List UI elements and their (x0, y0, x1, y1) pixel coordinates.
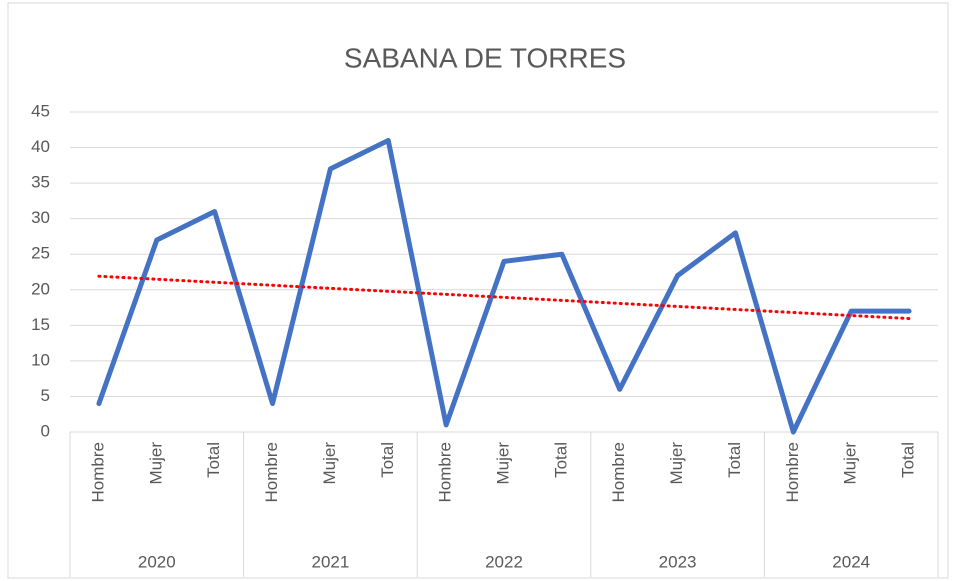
group-label: 2024 (832, 552, 870, 571)
x-tick-label: Hombre (88, 442, 107, 502)
y-tick-label: 15 (31, 315, 50, 334)
x-tick-label: Mujer (320, 442, 339, 485)
x-tick-label: Mujer (667, 442, 686, 485)
x-tick-label: Mujer (146, 442, 165, 485)
x-tick-label: Hombre (609, 442, 628, 502)
y-tick-label: 45 (31, 101, 50, 120)
x-tick-label: Total (204, 442, 223, 478)
chart-border (7, 2, 949, 579)
y-tick-label: 10 (31, 350, 50, 369)
group-label: 2021 (311, 552, 349, 571)
group-label: 2023 (659, 552, 697, 571)
group-label: 2020 (138, 552, 176, 571)
y-tick-label: 0 (41, 421, 50, 440)
x-tick-label: Mujer (493, 442, 512, 485)
line-series (96, 137, 912, 435)
y-tick-label: 20 (31, 279, 50, 298)
x-tick-label: Total (378, 442, 397, 478)
x-tick-label: Mujer (841, 442, 860, 485)
x-tick-label: Hombre (436, 442, 455, 502)
y-tick-label: 40 (31, 137, 50, 156)
x-tick-label: Total (551, 442, 570, 478)
y-tick-label: 30 (31, 208, 50, 227)
chart-title: SABANA DE TORRES (344, 42, 626, 73)
group-label: 2022 (485, 552, 523, 571)
y-tick-label: 5 (41, 386, 50, 405)
y-tick-label: 35 (31, 173, 50, 192)
x-tick-label: Total (725, 442, 744, 478)
x-tick-label: Hombre (783, 442, 802, 502)
y-tick-label: 25 (31, 244, 50, 263)
x-tick-label: Hombre (262, 442, 281, 502)
x-tick-label: Total (899, 442, 918, 478)
